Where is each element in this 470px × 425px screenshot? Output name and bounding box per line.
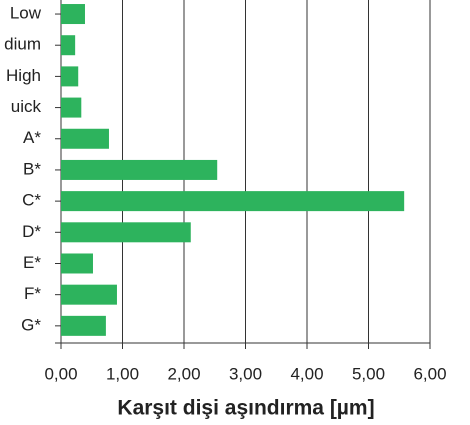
x-tick-label: 0,00 bbox=[44, 364, 77, 383]
y-tick-label: B* bbox=[23, 159, 41, 178]
y-tick-label: F* bbox=[24, 284, 41, 303]
x-tick-label: 6,00 bbox=[413, 364, 446, 383]
y-tick-label: G* bbox=[21, 315, 41, 334]
x-tick-label: 1,00 bbox=[106, 364, 139, 383]
y-tick-label: uick bbox=[11, 97, 42, 116]
bar bbox=[61, 284, 117, 305]
x-tick-label: 2,00 bbox=[167, 364, 200, 383]
bar bbox=[61, 191, 405, 212]
y-tick-label: dium bbox=[4, 35, 41, 54]
bar bbox=[61, 97, 82, 118]
bar bbox=[61, 253, 93, 274]
x-tick-label: 5,00 bbox=[352, 364, 385, 383]
bar bbox=[61, 35, 76, 56]
y-tick-label: A* bbox=[23, 128, 41, 147]
y-tick-label: D* bbox=[22, 222, 41, 241]
y-tick-label: Low bbox=[10, 4, 42, 23]
bar bbox=[61, 159, 218, 180]
y-tick-label: C* bbox=[22, 191, 41, 210]
x-axis-label: Karşıt dişi aşındırma [µm] bbox=[117, 397, 374, 420]
bar bbox=[61, 315, 106, 336]
bar bbox=[61, 222, 191, 243]
y-tick-label: E* bbox=[23, 253, 41, 272]
y-tick-label: High bbox=[6, 66, 41, 85]
x-tick-label: 3,00 bbox=[229, 364, 262, 383]
bar bbox=[61, 4, 85, 25]
bar bbox=[61, 128, 109, 149]
bar bbox=[61, 66, 79, 87]
x-tick-label: 4,00 bbox=[290, 364, 323, 383]
